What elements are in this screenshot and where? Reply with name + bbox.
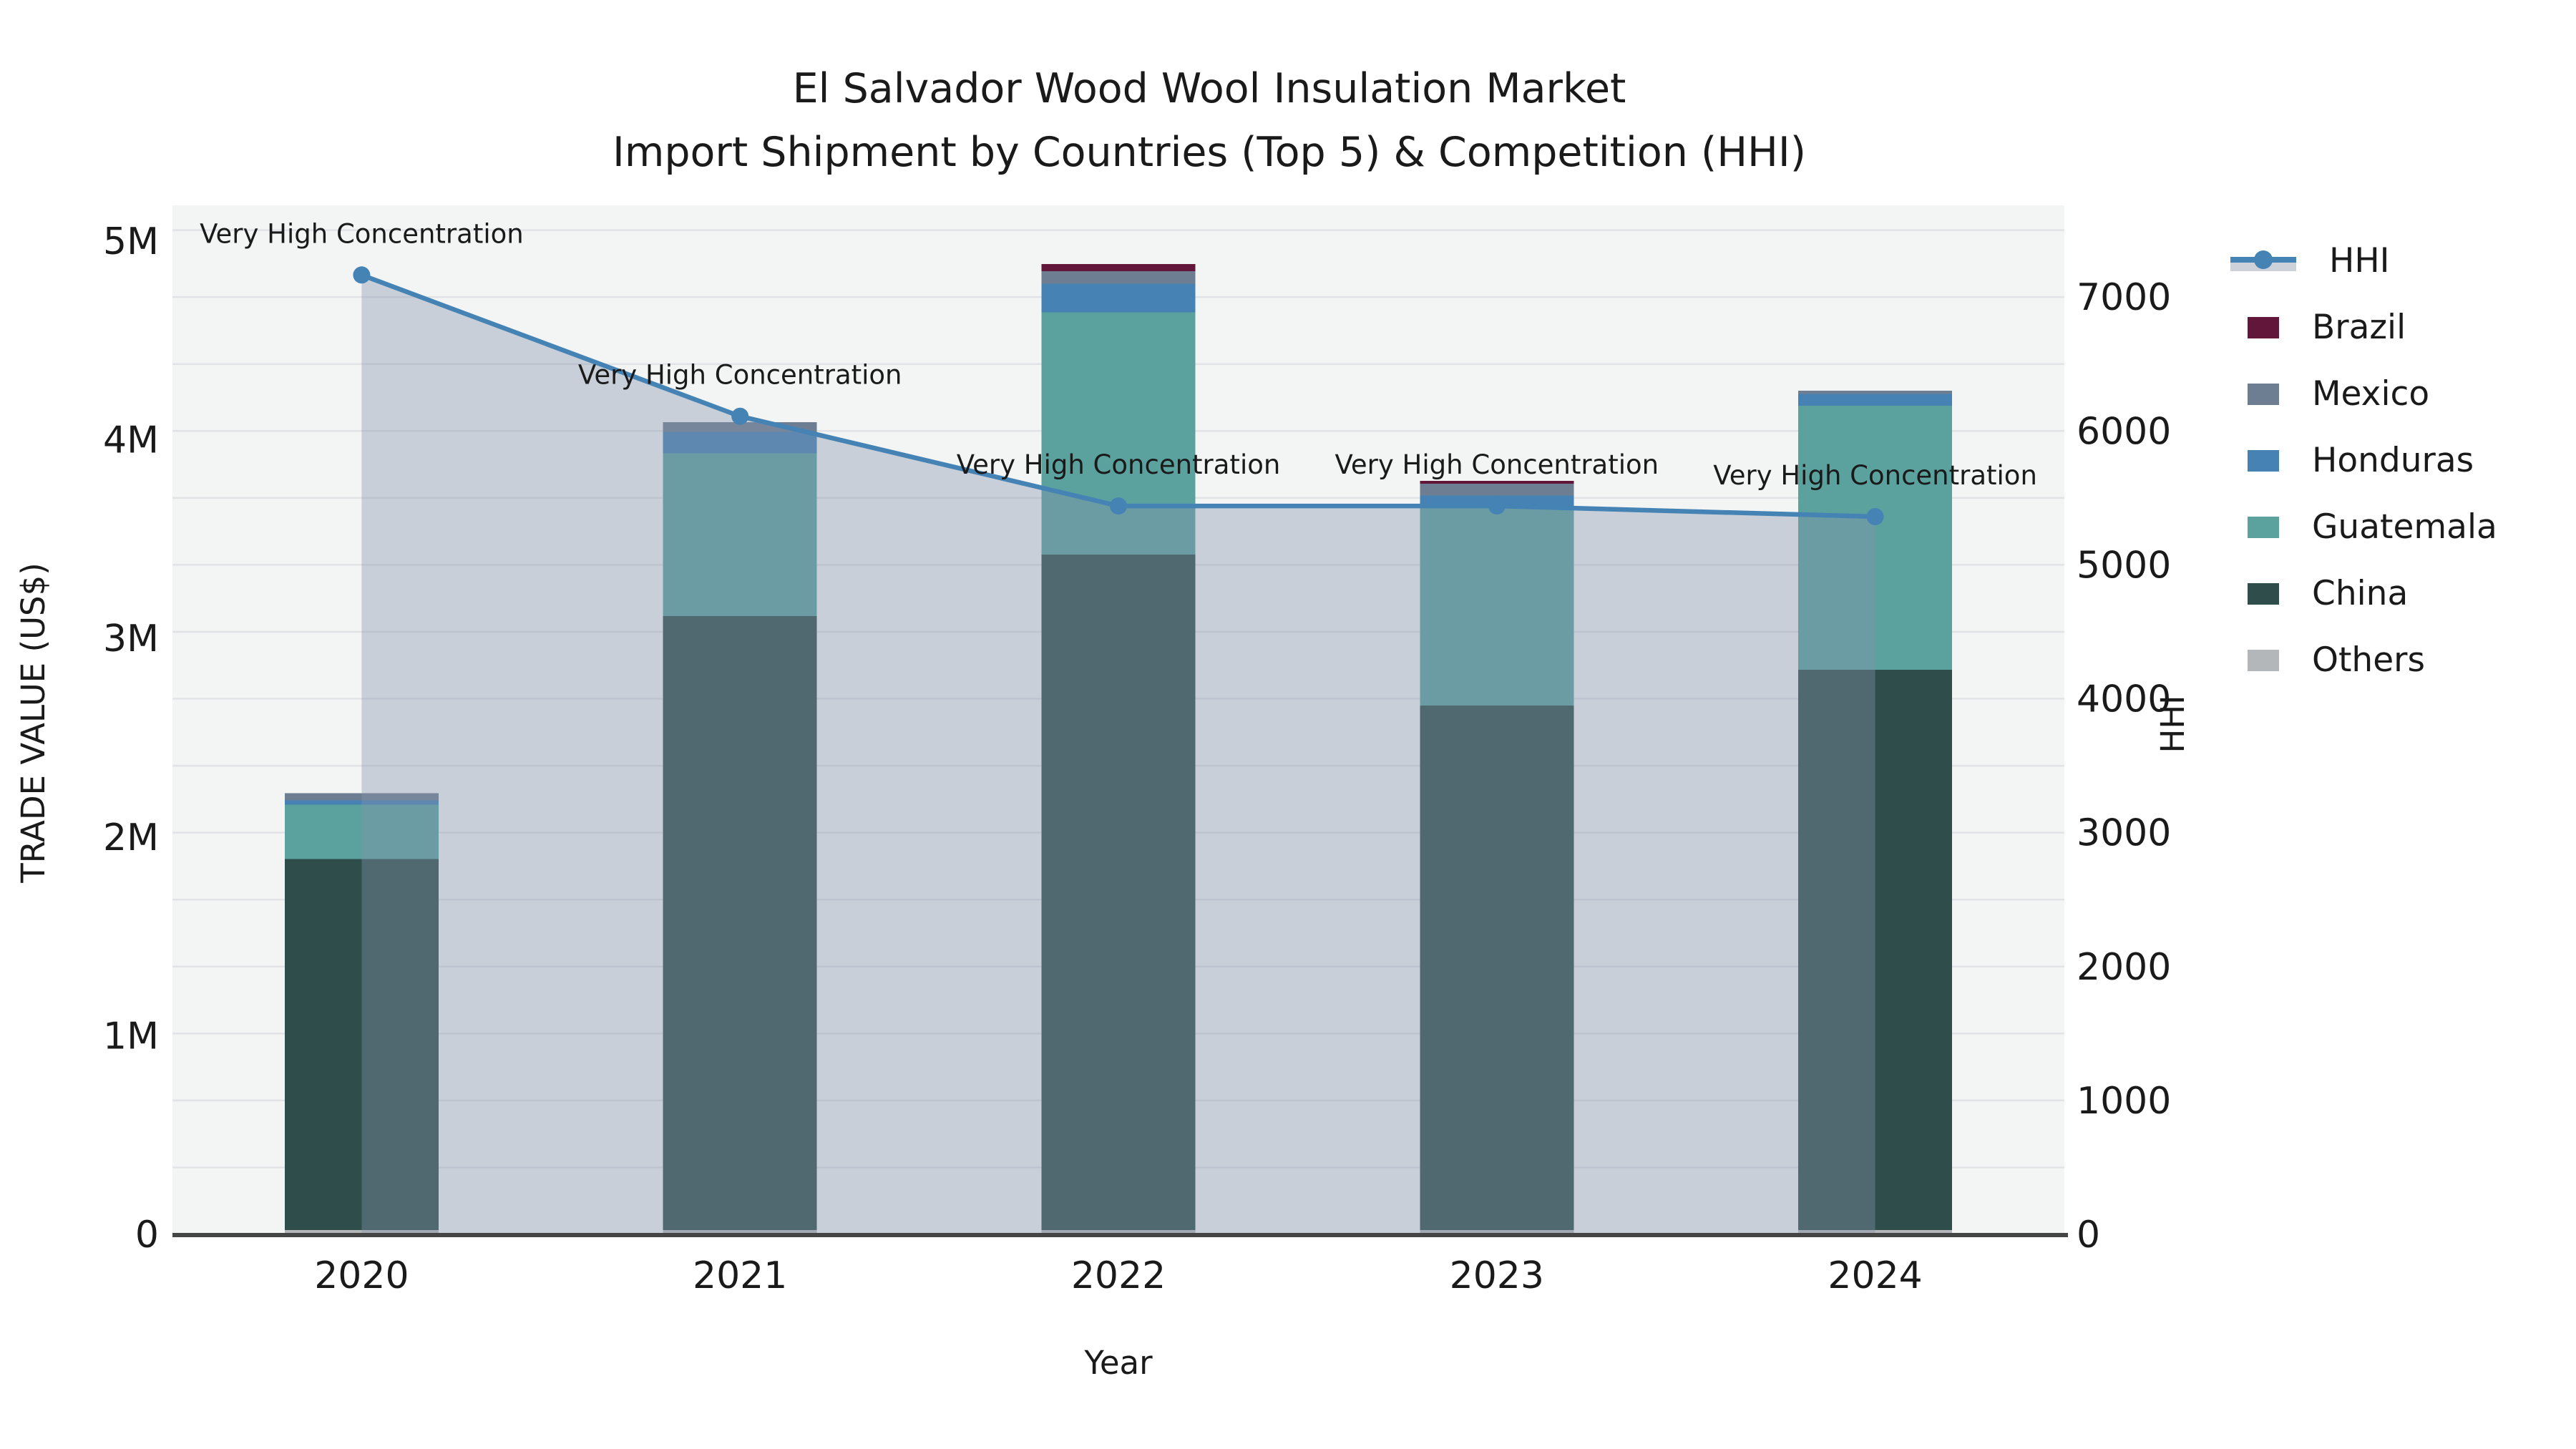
legend-item-honduras: Honduras xyxy=(2230,427,2497,494)
bar-segment-others-2021 xyxy=(663,1229,817,1234)
left-tick-5M: 5M xyxy=(103,220,159,263)
hhi-marker-2023 xyxy=(1488,497,1506,515)
x-axis-title: Year xyxy=(1083,1344,1153,1382)
legend-item-hhi: HHI xyxy=(2230,228,2497,294)
legend-label: Honduras xyxy=(2312,441,2474,480)
hhi-swatch-dot xyxy=(2254,250,2273,269)
hhi-area-fill xyxy=(361,275,1875,1234)
x-tick-2023: 2023 xyxy=(1450,1254,1544,1297)
left-axis-ticks: 0 1M 2M 3M 4M 5M xyxy=(103,220,159,1257)
hhi-area-layer xyxy=(361,275,1875,1234)
bar-segment-brazil-2022 xyxy=(1041,264,1196,272)
china-swatch-icon xyxy=(2248,582,2279,605)
bar-segment-china-2023 xyxy=(1420,706,1574,1230)
left-axis-title: TRADE VALUE (US$) xyxy=(14,562,52,884)
annotation-2021: Very High Concentration xyxy=(578,360,902,391)
right-tick-1000: 1000 xyxy=(2077,1080,2171,1123)
legend-label: Guatemala xyxy=(2312,507,2497,547)
hhi-line-layer xyxy=(353,266,1884,526)
x-tick-2024: 2024 xyxy=(1828,1254,1922,1297)
chart-title-line2: Import Shipment by Countries (Top 5) & C… xyxy=(613,129,1806,176)
annotation-2024: Very High Concentration xyxy=(1713,460,2037,491)
legend-label: Others xyxy=(2312,640,2425,680)
right-tick-6000: 6000 xyxy=(2077,410,2171,453)
annotation-2023: Very High Concentration xyxy=(1335,449,1659,480)
chart-title-line1: El Salvador Wood Wool Insulation Market xyxy=(793,65,1626,112)
bar-segment-others-2020 xyxy=(284,1229,439,1234)
legend-label: Mexico xyxy=(2312,374,2430,414)
right-axis-ticks: 0 1000 2000 3000 4000 5000 6000 7000 xyxy=(2077,276,2171,1257)
legend-label: Brazil xyxy=(2312,308,2406,347)
annotation-2020: Very High Concentration xyxy=(200,218,524,249)
bar-segment-china-2021 xyxy=(663,616,817,1230)
right-tick-3000: 3000 xyxy=(2077,812,2171,855)
left-tick-2M: 2M xyxy=(103,816,159,859)
legend-item-china: China xyxy=(2230,560,2497,627)
annotation-2022: Very High Concentration xyxy=(957,449,1281,480)
bar-segment-honduras-2022 xyxy=(1041,283,1196,313)
bar-segment-guatemala-2021 xyxy=(663,453,817,617)
left-tick-3M: 3M xyxy=(103,618,159,660)
x-tick-2021: 2021 xyxy=(693,1254,787,1297)
chart-legend: HHI Brazil Mexico Honduras Guatemala China Oth… xyxy=(2230,228,2497,693)
bar-segment-honduras-2020 xyxy=(284,800,439,805)
hhi-marker-2021 xyxy=(731,407,749,425)
right-tick-7000: 7000 xyxy=(2077,276,2171,319)
bar-segment-china-2020 xyxy=(284,859,439,1230)
hhi-marker-2024 xyxy=(1866,508,1884,526)
bar-segment-brazil-2023 xyxy=(1420,481,1574,484)
bar-segment-mexico-2024 xyxy=(1798,391,1953,394)
bar-segment-guatemala-2023 xyxy=(1420,507,1574,706)
right-tick-2000: 2000 xyxy=(2077,946,2171,989)
bar-segment-honduras-2021 xyxy=(663,431,817,454)
left-tick-4M: 4M xyxy=(103,419,159,462)
hhi-line-swatch-icon xyxy=(2230,247,2296,275)
bar-segment-china-2022 xyxy=(1041,555,1196,1230)
mexico-swatch-icon xyxy=(2248,383,2279,405)
bar-segment-mexico-2020 xyxy=(284,793,439,801)
right-tick-5000: 5000 xyxy=(2077,544,2171,587)
legend-item-guatemala: Guatemala xyxy=(2230,494,2497,560)
bar-segment-guatemala-2024 xyxy=(1798,405,1953,670)
guatemala-swatch-icon xyxy=(2248,516,2279,538)
bar-segment-mexico-2023 xyxy=(1420,484,1574,496)
bar-segment-mexico-2022 xyxy=(1041,271,1196,284)
legend-label: China xyxy=(2312,574,2409,613)
honduras-swatch-icon xyxy=(2248,449,2279,472)
hhi-marker-2020 xyxy=(353,266,371,284)
bar-segment-others-2022 xyxy=(1041,1229,1196,1234)
bar-segment-guatemala-2020 xyxy=(284,804,439,859)
left-tick-0: 0 xyxy=(135,1214,159,1257)
x-axis-ticks: 2020 2021 2022 2023 2024 xyxy=(314,1254,1923,1297)
bar-segment-others-2024 xyxy=(1798,1229,1953,1234)
annotations-layer: Very High Concentration Very High Concent… xyxy=(200,218,2037,491)
right-tick-0: 0 xyxy=(2077,1214,2100,1257)
x-tick-2020: 2020 xyxy=(314,1254,409,1297)
legend-item-brazil: Brazil xyxy=(2230,294,2497,361)
others-swatch-icon xyxy=(2248,649,2279,671)
legend-label: HHI xyxy=(2329,241,2390,280)
hhi-marker-2022 xyxy=(1110,497,1127,515)
right-axis-title: HHI xyxy=(2154,696,2192,753)
left-tick-1M: 1M xyxy=(103,1015,159,1058)
brazil-swatch-icon xyxy=(2248,316,2279,338)
bar-segment-china-2024 xyxy=(1798,670,1953,1230)
legend-item-others: Others xyxy=(2230,627,2497,693)
right-tick-4000: 4000 xyxy=(2077,678,2171,721)
bar-segment-honduras-2024 xyxy=(1798,394,1953,406)
legend-item-mexico: Mexico xyxy=(2230,361,2497,427)
x-tick-2022: 2022 xyxy=(1071,1254,1166,1297)
bar-segment-others-2023 xyxy=(1420,1229,1574,1234)
bars-layer xyxy=(284,264,1953,1234)
